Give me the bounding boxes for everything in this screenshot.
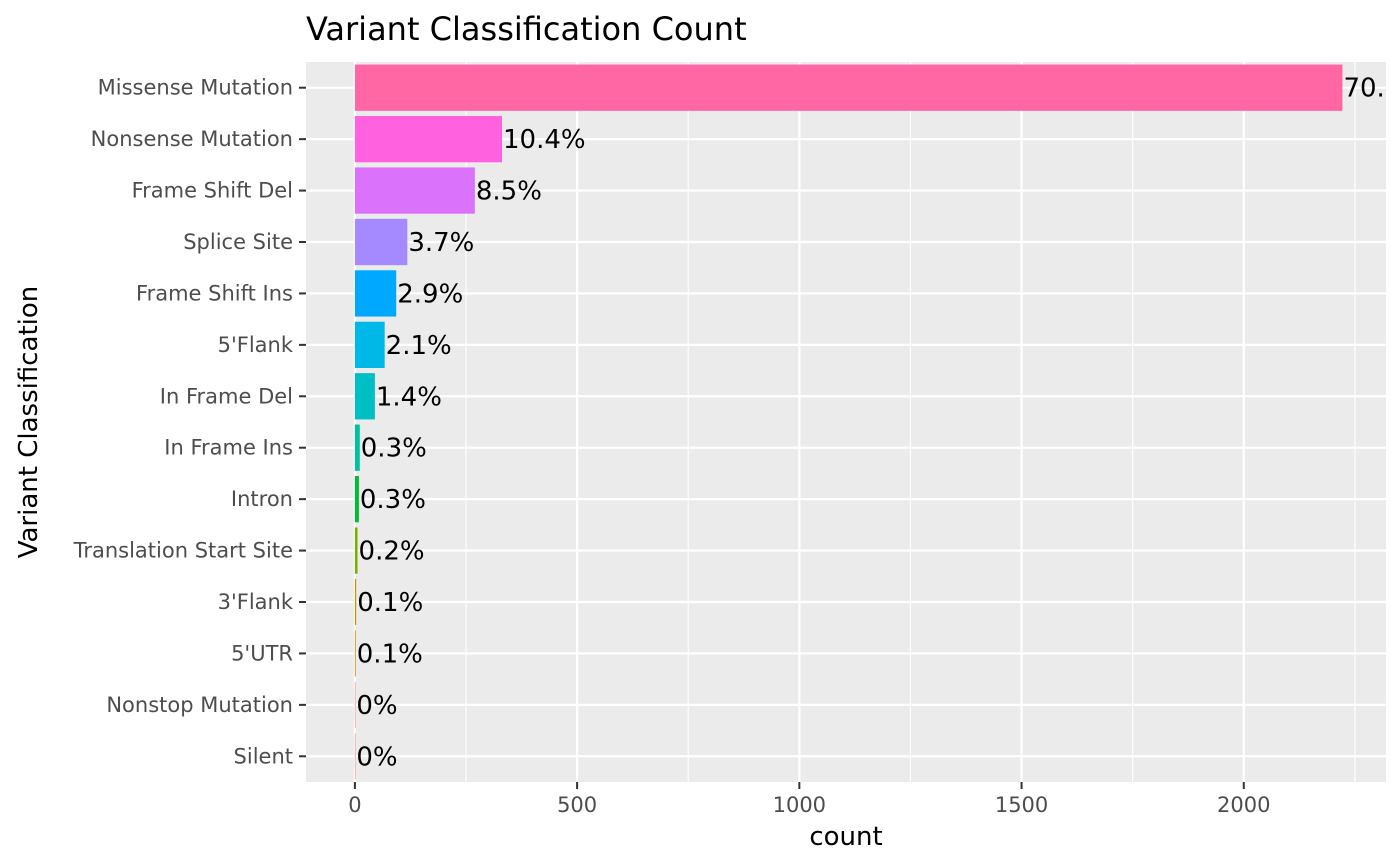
y-tick-label: Frame Shift Del <box>132 179 293 203</box>
y-axis-title: Variant Classification <box>14 286 44 559</box>
y-tick-label: In Frame Ins <box>164 436 293 460</box>
bar <box>354 630 356 677</box>
bar <box>354 167 475 214</box>
bar <box>354 64 1343 111</box>
y-tick-label: Nonstop Mutation <box>106 693 293 717</box>
data-label: 1.4% <box>376 382 442 412</box>
data-label: 0.3% <box>361 434 427 464</box>
y-tick-label: Silent <box>234 744 293 768</box>
x-tick-label: 1500 <box>995 793 1048 817</box>
x-axis-title: count <box>809 822 882 852</box>
bar <box>354 733 356 780</box>
x-tick-label: 1000 <box>773 793 826 817</box>
bar <box>354 527 358 574</box>
bar <box>354 321 385 368</box>
bar <box>354 270 397 317</box>
data-labels: 70. 10.4% 8.5%3.7% 2.9% 2.1% 1.4% 0.3% 0.3% 0.2%… <box>356 74 1384 773</box>
data-label: 2.1% <box>386 331 452 361</box>
y-tick-label: 5'UTR <box>231 641 293 665</box>
y-tick-label: Missense Mutation <box>98 76 293 100</box>
x-tick-label: 500 <box>557 793 597 817</box>
y-tick-label: 3'Flank <box>218 590 294 614</box>
data-label: 0.3% <box>360 485 426 515</box>
data-label: 0.1% <box>357 639 423 669</box>
y-axis: Missense Mutation Nonsense Mutation Frame … <box>73 76 306 768</box>
bars <box>354 64 1343 780</box>
chart-title: Variant Classification Count <box>306 10 747 48</box>
bar <box>354 373 375 420</box>
y-tick-label: Nonsense Mutation <box>91 127 293 151</box>
data-label: 70. <box>1343 74 1384 104</box>
y-tick-label: Translation Start Site <box>73 539 293 563</box>
plot-panel <box>306 62 1386 782</box>
x-axis: 0 500 1000 1500 2000 <box>348 782 1271 817</box>
y-tick-label: Frame Shift Ins <box>136 281 293 305</box>
y-tick-label: 5'Flank <box>218 333 294 357</box>
bar <box>354 476 359 523</box>
x-tick-label: 2000 <box>1217 793 1270 817</box>
bar <box>354 424 360 471</box>
data-label: 0% <box>356 691 397 721</box>
y-tick-label: In Frame Del <box>160 384 293 408</box>
data-label: 2.9% <box>397 279 463 309</box>
x-tick-label: 0 <box>348 793 361 817</box>
data-label: 3.7% <box>408 228 474 258</box>
bar <box>354 116 502 163</box>
bar <box>354 218 408 266</box>
data-label: 10.4% <box>503 125 586 155</box>
y-tick-label: Intron <box>231 487 293 511</box>
bar <box>354 578 357 626</box>
y-tick-label: Splice Site <box>183 230 293 254</box>
data-label: 8.5% <box>476 177 542 207</box>
data-label: 0.1% <box>357 588 423 618</box>
data-label: 0% <box>356 742 397 772</box>
bar <box>354 681 356 728</box>
data-label: 0.2% <box>359 537 425 567</box>
